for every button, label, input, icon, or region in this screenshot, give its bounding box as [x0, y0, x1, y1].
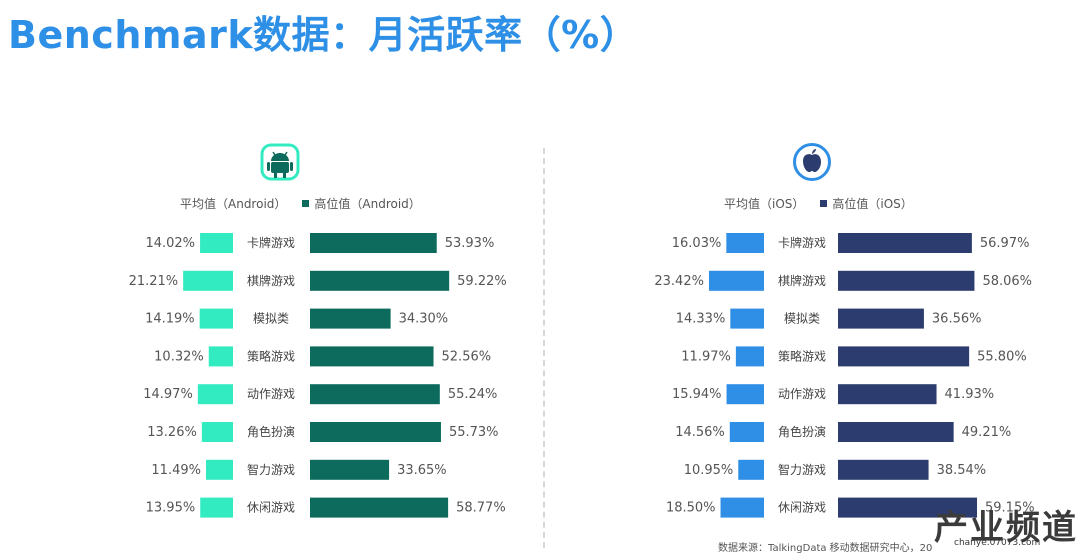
- ios-avg-label: 14.33%: [676, 312, 726, 327]
- watermark-text: 产业频道: [934, 508, 1078, 548]
- ios-category-label: 棋牌游戏: [778, 274, 826, 288]
- ios-avg-bar: [738, 459, 764, 480]
- android-chart: 14.02% 53.93% 卡牌游戏 21.21% 59.22% 棋牌游戏 14.19% 34…: [129, 233, 507, 518]
- ios-avg-bar: [730, 308, 764, 329]
- android-high-label: 33.65%: [397, 463, 447, 478]
- android-high-label: 53.93%: [445, 236, 495, 251]
- android-avg-label: 14.02%: [145, 236, 195, 251]
- apple-logo-icon: [793, 143, 831, 181]
- ios-high-bar: [838, 459, 929, 480]
- ios-high-bar: [838, 422, 954, 442]
- android-high-label: 59.22%: [457, 274, 507, 289]
- android-avg-bar: [197, 384, 233, 405]
- android-avg-bar: [199, 308, 233, 329]
- ios-avg-bar: [729, 422, 764, 442]
- android-high-bar: [310, 422, 441, 442]
- ios-high-bar: [838, 346, 970, 367]
- android-category-label: 棋牌游戏: [247, 274, 295, 288]
- android-avg-bar: [200, 497, 233, 518]
- ios-category-label: 智力游戏: [778, 462, 826, 477]
- legend-ios-high-swatch: [820, 200, 828, 207]
- ios-avg-label: 23.42%: [654, 274, 704, 289]
- ios-avg-label: 16.03%: [672, 236, 722, 251]
- panel-divider: [543, 148, 545, 548]
- android-high-label: 52.56%: [442, 349, 492, 364]
- ios-high-label: 56.97%: [980, 236, 1030, 251]
- android-avg-label: 14.97%: [143, 387, 193, 402]
- android-avg-bar: [183, 270, 233, 291]
- android-avg-label: 10.32%: [154, 349, 204, 364]
- android-high-bar: [310, 346, 434, 367]
- ios-high-label: 49.21%: [962, 425, 1012, 440]
- android-high-label: 34.30%: [399, 312, 449, 327]
- android-avg-bar: [201, 422, 233, 442]
- ios-avg-bar: [720, 497, 764, 518]
- android-category-label: 角色扮演: [247, 424, 295, 439]
- legend-android-high-swatch: [302, 200, 310, 207]
- ios-category-label: 休闲游戏: [778, 501, 826, 515]
- android-high-bar: [310, 308, 391, 329]
- legend-ios: 平均值（iOS） 高位值（iOS）: [724, 195, 913, 212]
- android-high-label: 55.73%: [449, 425, 499, 440]
- android-category-label: 动作游戏: [247, 387, 295, 401]
- android-category-label: 卡牌游戏: [247, 236, 295, 250]
- android-high-label: 55.24%: [448, 387, 498, 402]
- ios-category-label: 策略游戏: [778, 348, 826, 363]
- ios-avg-label: 15.94%: [672, 387, 722, 402]
- ios-avg-bar: [708, 270, 764, 291]
- legend-ios-high: 高位值（iOS）: [832, 197, 913, 211]
- ios-avg-bar: [726, 233, 764, 253]
- android-high-bar: [310, 497, 449, 518]
- ios-high-bar: [838, 497, 978, 518]
- ios-category-label: 模拟类: [784, 312, 820, 326]
- ios-avg-label: 10.95%: [684, 463, 734, 478]
- ios-high-label: 55.80%: [977, 349, 1027, 364]
- android-avg-bar: [205, 459, 233, 480]
- android-avg-label: 13.26%: [147, 425, 197, 440]
- android-avg-bar: [200, 233, 233, 253]
- android-category-label: 模拟类: [253, 312, 289, 326]
- android-high-bar: [310, 459, 390, 480]
- android-high-label: 58.77%: [456, 501, 506, 516]
- ios-high-label: 58.06%: [982, 274, 1032, 289]
- ios-category-label: 动作游戏: [778, 387, 826, 401]
- android-category-label: 策略游戏: [247, 348, 295, 363]
- legend-android-avg: 平均值（Android）: [180, 197, 287, 211]
- ios-high-bar: [838, 270, 975, 291]
- ios-category-label: 卡牌游戏: [778, 236, 826, 250]
- watermark: 产业频道 chanye.07073.com: [928, 498, 1076, 552]
- android-avg-label: 14.19%: [145, 312, 195, 327]
- ios-high-label: 38.54%: [937, 463, 987, 478]
- android-avg-label: 13.95%: [146, 501, 196, 516]
- android-high-bar: [310, 233, 437, 253]
- android-category-label: 智力游戏: [247, 462, 295, 477]
- android-category-label: 休闲游戏: [247, 501, 295, 515]
- android-robot-icon: [260, 143, 300, 181]
- android-high-bar: [310, 270, 450, 291]
- ios-high-bar: [838, 384, 937, 405]
- page-title: Benchmark数据：月活跃率（%）: [8, 13, 639, 57]
- source-note: 数据来源：TalkingData 移动数据研究中心，20: [718, 543, 933, 554]
- ios-high-label: 36.56%: [932, 312, 982, 327]
- ios-avg-label: 18.50%: [666, 501, 716, 516]
- ios-avg-bar: [735, 346, 764, 367]
- ios-avg-bar: [726, 384, 764, 405]
- ios-chart: 16.03% 56.97% 卡牌游戏 23.42% 58.06% 棋牌游戏 14.33% 36…: [654, 233, 1035, 518]
- ios-high-bar: [838, 308, 924, 329]
- ios-category-label: 角色扮演: [778, 424, 826, 439]
- android-high-bar: [310, 384, 440, 405]
- legend-android: 平均值（Android） 高位值（Android）: [180, 195, 421, 212]
- watermark-url: chanye.07073.com: [954, 538, 1041, 548]
- ios-avg-label: 11.97%: [681, 349, 731, 364]
- ios-high-label: 41.93%: [945, 387, 995, 402]
- ios-high-label: 59.15%: [985, 501, 1035, 516]
- legend-ios-avg: 平均值（iOS）: [724, 197, 805, 211]
- android-avg-bar: [208, 346, 233, 367]
- android-avg-label: 11.49%: [151, 463, 201, 478]
- ios-avg-label: 14.56%: [675, 425, 725, 440]
- legend-android-high: 高位值（Android）: [314, 197, 421, 211]
- ios-high-bar: [838, 233, 972, 253]
- android-avg-label: 21.21%: [129, 274, 179, 289]
